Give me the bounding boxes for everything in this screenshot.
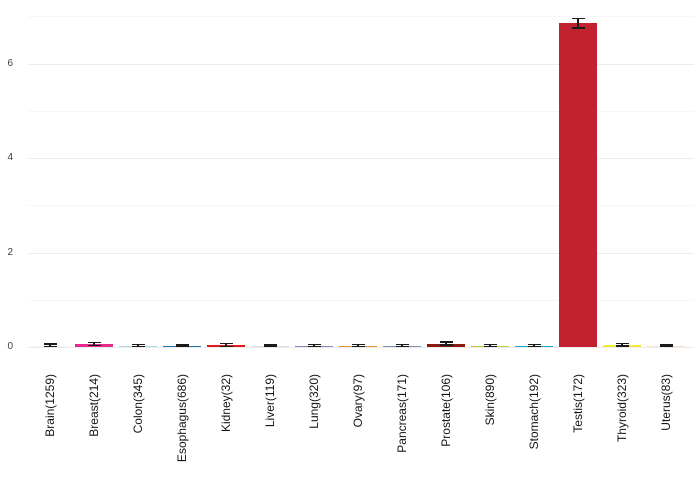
- error-bar-cap-breast: [87, 341, 101, 344]
- gridline-y0: [28, 347, 694, 348]
- error-bar-cap-pancreas: [395, 345, 409, 347]
- error-bar-cap-thyroid: [615, 342, 629, 345]
- error-bar-cap-stomach: [527, 343, 541, 346]
- error-bar-cap-brain: [43, 343, 57, 345]
- y-tick-label: 2: [7, 246, 13, 258]
- error-bar-cap-liver: [263, 344, 277, 346]
- x-tick-label-pancreas: Pancreas(171): [395, 374, 409, 453]
- x-tick-label-thyroid: Thyroid(323): [615, 374, 629, 443]
- x-tick-label-ovary: Ovary(97): [351, 374, 365, 428]
- error-bar-cap-brain: [43, 345, 57, 348]
- error-bar-thyroid: [621, 343, 623, 347]
- error-bar-prostate: [445, 342, 447, 346]
- error-bar-cap-prostate: [439, 344, 453, 346]
- error-bar-cap-skin: [483, 345, 497, 347]
- y-tick-label: 4: [7, 152, 13, 163]
- x-tick-label-lung: Lung(320): [307, 374, 321, 429]
- y-tick-label: 6: [7, 57, 13, 69]
- error-bar-kidney: [225, 343, 227, 347]
- error-bar-cap-ovary: [351, 345, 365, 347]
- error-bar-cap-skin: [483, 343, 497, 346]
- x-tick-label-uterus: Uterus(83): [659, 374, 673, 431]
- gridline-y5: [28, 110, 694, 112]
- error-bar-cap-kidney: [219, 342, 233, 345]
- y-tick-label: 0: [7, 341, 13, 352]
- x-tick-label-colon: Colon(345): [131, 374, 145, 434]
- x-tick-label-kidney: Kidney(32): [219, 374, 233, 433]
- error-bar-cap-colon: [131, 345, 145, 347]
- x-tick-label-liver: Liver(119): [263, 374, 277, 428]
- error-bar-cap-kidney: [219, 345, 233, 347]
- error-bar-cap-breast: [87, 344, 101, 347]
- gridline-y7: [28, 16, 694, 18]
- gridline-y1: [28, 299, 694, 301]
- error-bar-cap-testis: [571, 17, 585, 20]
- error-bar-brain: [49, 344, 51, 347]
- error-bar-cap-testis: [571, 27, 585, 29]
- error-bar-cap-lung: [307, 343, 321, 346]
- error-bar-testis: [577, 18, 579, 28]
- error-bar-cap-ovary: [351, 343, 365, 346]
- error-bar-cap-colon: [131, 343, 145, 346]
- error-bar-breast: [93, 342, 95, 346]
- error-bar-cap-uterus: [659, 345, 673, 348]
- bar-testis[interactable]: [559, 23, 597, 347]
- x-tick-label-stomach: Stomach(192): [527, 374, 541, 450]
- x-tick-label-esophagus: Esophagus(686): [175, 374, 189, 463]
- gridline-y2: [28, 252, 694, 254]
- x-tick-label-skin: Skin(890): [483, 374, 497, 426]
- error-bar-cap-uterus: [659, 344, 673, 346]
- gridline-y3: [28, 205, 694, 207]
- error-bar-cap-pancreas: [395, 343, 409, 346]
- x-tick-label-brain: Brain(1259): [43, 374, 57, 437]
- gridline-y6: [28, 63, 694, 65]
- error-bar-cap-esophagus: [175, 345, 189, 347]
- error-bar-cap-prostate: [439, 341, 453, 343]
- x-tick-label-testis: Testis(172): [571, 374, 585, 433]
- error-bar-cap-esophagus: [175, 343, 189, 346]
- error-bar-cap-stomach: [527, 345, 541, 347]
- x-tick-label-prostate: Prostate(106): [439, 374, 453, 447]
- x-tick-label-breast: Breast(214): [87, 374, 101, 437]
- gridline-y4: [28, 158, 694, 159]
- error-bar-cap-thyroid: [615, 345, 629, 347]
- error-bar-cap-lung: [307, 345, 321, 347]
- error-bar-cap-liver: [263, 345, 277, 348]
